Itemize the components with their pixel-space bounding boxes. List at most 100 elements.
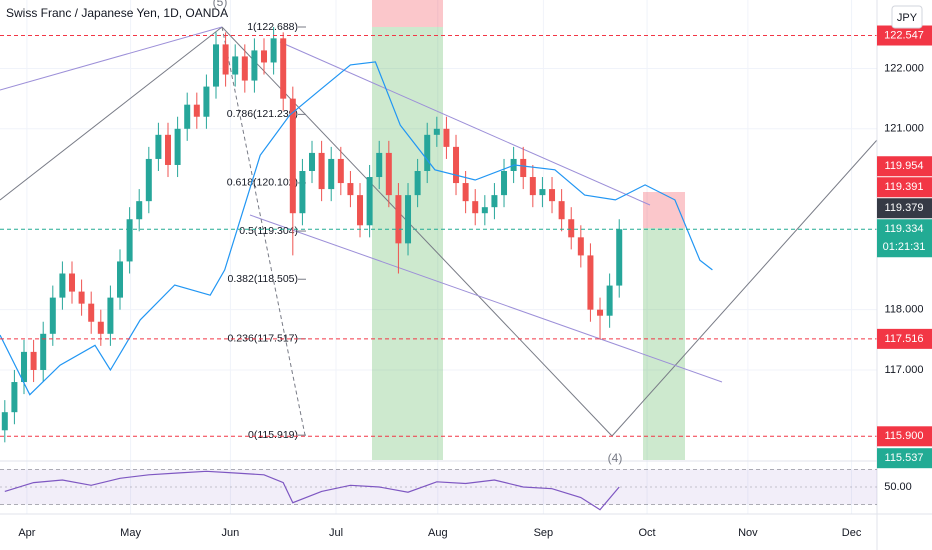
candle-body (289, 98, 296, 214)
stop-zone (372, 0, 443, 27)
candle-body (385, 152, 392, 196)
candle-body (232, 56, 239, 75)
candle-body (78, 291, 85, 304)
price-tag: 119.379 (877, 198, 932, 219)
candle-body (145, 158, 152, 202)
rsi-line (4, 470, 620, 511)
x-tick-label: Nov (738, 527, 758, 539)
price-tag-label: 115.900 (885, 430, 924, 442)
candle-body (193, 104, 200, 117)
wave-line (611, 139, 877, 437)
candle-body (520, 158, 527, 178)
candle-body (1, 412, 8, 431)
x-tick-label: May (120, 527, 141, 539)
long-zone (372, 27, 443, 460)
candle-body (433, 128, 440, 135)
candle-body (203, 86, 210, 117)
moving-average (0, 61, 713, 396)
candle-body (126, 219, 133, 262)
fib-label: 0.618(120.102) (227, 177, 298, 189)
candle-body (481, 207, 488, 214)
price-tag-label: 119.334 (885, 223, 924, 235)
candle-body (357, 195, 364, 226)
price-tag: 115.537 (877, 448, 932, 469)
price-tag: 122.547 (877, 25, 932, 46)
rsi-pane: 50.00 (0, 469, 912, 511)
candle-body (309, 152, 316, 172)
candle-body (549, 189, 556, 202)
candle-body (222, 44, 229, 75)
wave-label: (4) (608, 451, 623, 465)
price-tag-label: 122.547 (884, 29, 924, 41)
candle-body (606, 285, 613, 316)
candle-body (529, 177, 536, 196)
candle-body (261, 50, 268, 63)
candle-body (21, 351, 28, 383)
candle-body (59, 273, 66, 298)
price-tag-label: 119.379 (885, 202, 924, 214)
stop-zone (643, 192, 685, 228)
currency-button[interactable] (891, 5, 923, 29)
x-tick-label: Apr (18, 527, 35, 539)
fib-line (221, 26, 306, 436)
candle-body (414, 171, 421, 196)
price-tag: 115.900 (877, 426, 932, 447)
price-tag-box (877, 448, 932, 469)
candle-body (587, 255, 594, 310)
price-tag-box (877, 426, 932, 447)
wave-label: (5) (213, 0, 228, 9)
series: 1(122.688) 0.786(121.239) 0.618(120.102) 0.… (0, 21, 877, 443)
candle-body (366, 177, 373, 226)
candle-body (213, 44, 220, 87)
price-tag-box (877, 156, 932, 177)
candle-body (280, 38, 287, 99)
currency[interactable]: JPY (897, 12, 918, 24)
price-tag: 119.954 (877, 156, 932, 177)
candle-body (491, 195, 498, 208)
candle-body (568, 219, 575, 238)
trend-line (0, 26, 223, 91)
candle-body (299, 171, 306, 214)
candle-body (11, 382, 18, 413)
x-tick-label: Oct (639, 527, 656, 539)
fib-label: 0(115.919) (248, 429, 298, 441)
candle-body (241, 56, 248, 81)
candle-body (405, 195, 412, 244)
candle-body (174, 128, 181, 165)
price-tag-label: 119.391 (885, 181, 924, 193)
candle-body (347, 183, 354, 196)
price-tag: 117.516 (877, 328, 932, 349)
x-tick-label: Jul (329, 527, 343, 539)
price-tag: 119.391 (877, 177, 932, 198)
candle-body (30, 351, 37, 370)
countdown: 01:21:31 (883, 241, 926, 253)
y-tick-label: 121.000 (884, 123, 924, 135)
chart-title: Swiss Franc / Japanese Yen, 1D, OANDA (6, 6, 228, 20)
price-tag-label: 117.516 (885, 333, 924, 345)
candle-body (155, 134, 162, 159)
candle-body (501, 171, 508, 196)
wave-line (221, 26, 613, 437)
candle-body (49, 297, 56, 334)
candle-body (97, 321, 104, 334)
x-tick-label: Jun (222, 527, 240, 539)
candle-body (136, 201, 143, 220)
candle-body (165, 134, 172, 165)
candle-body (577, 237, 584, 256)
candle-body (597, 309, 604, 316)
candle-body (462, 183, 469, 202)
candle-body (318, 152, 325, 190)
fib-label: 1(122.688) (247, 21, 298, 33)
channel-line (279, 41, 651, 206)
rsi-tick-label: 50.00 (884, 481, 912, 493)
axes: 122.000 121.000 118.000 117.000 Apr May Jun Jul… (18, 25, 932, 539)
price-tag-label: 115.537 (885, 452, 924, 464)
drawings (0, 0, 877, 460)
fib-label: 0.5(119.304) (239, 225, 298, 237)
candle-body (443, 128, 450, 147)
candle-body (539, 189, 546, 196)
price-tag: 119.334 01:21:31 (877, 219, 932, 258)
fib-label: 0.382(118.505) (228, 273, 298, 285)
